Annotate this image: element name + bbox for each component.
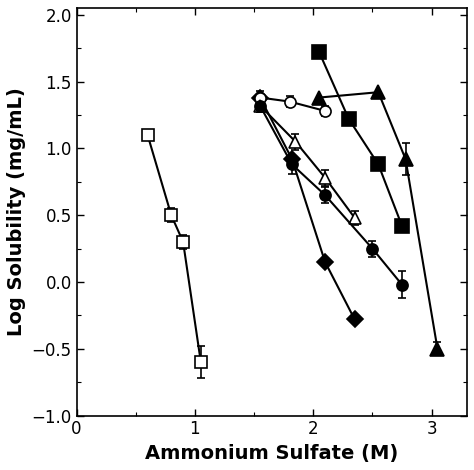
Y-axis label: Log Solubility (mg/mL): Log Solubility (mg/mL) [7, 87, 26, 336]
X-axis label: Ammonium Sulfate (M): Ammonium Sulfate (M) [145, 444, 399, 463]
